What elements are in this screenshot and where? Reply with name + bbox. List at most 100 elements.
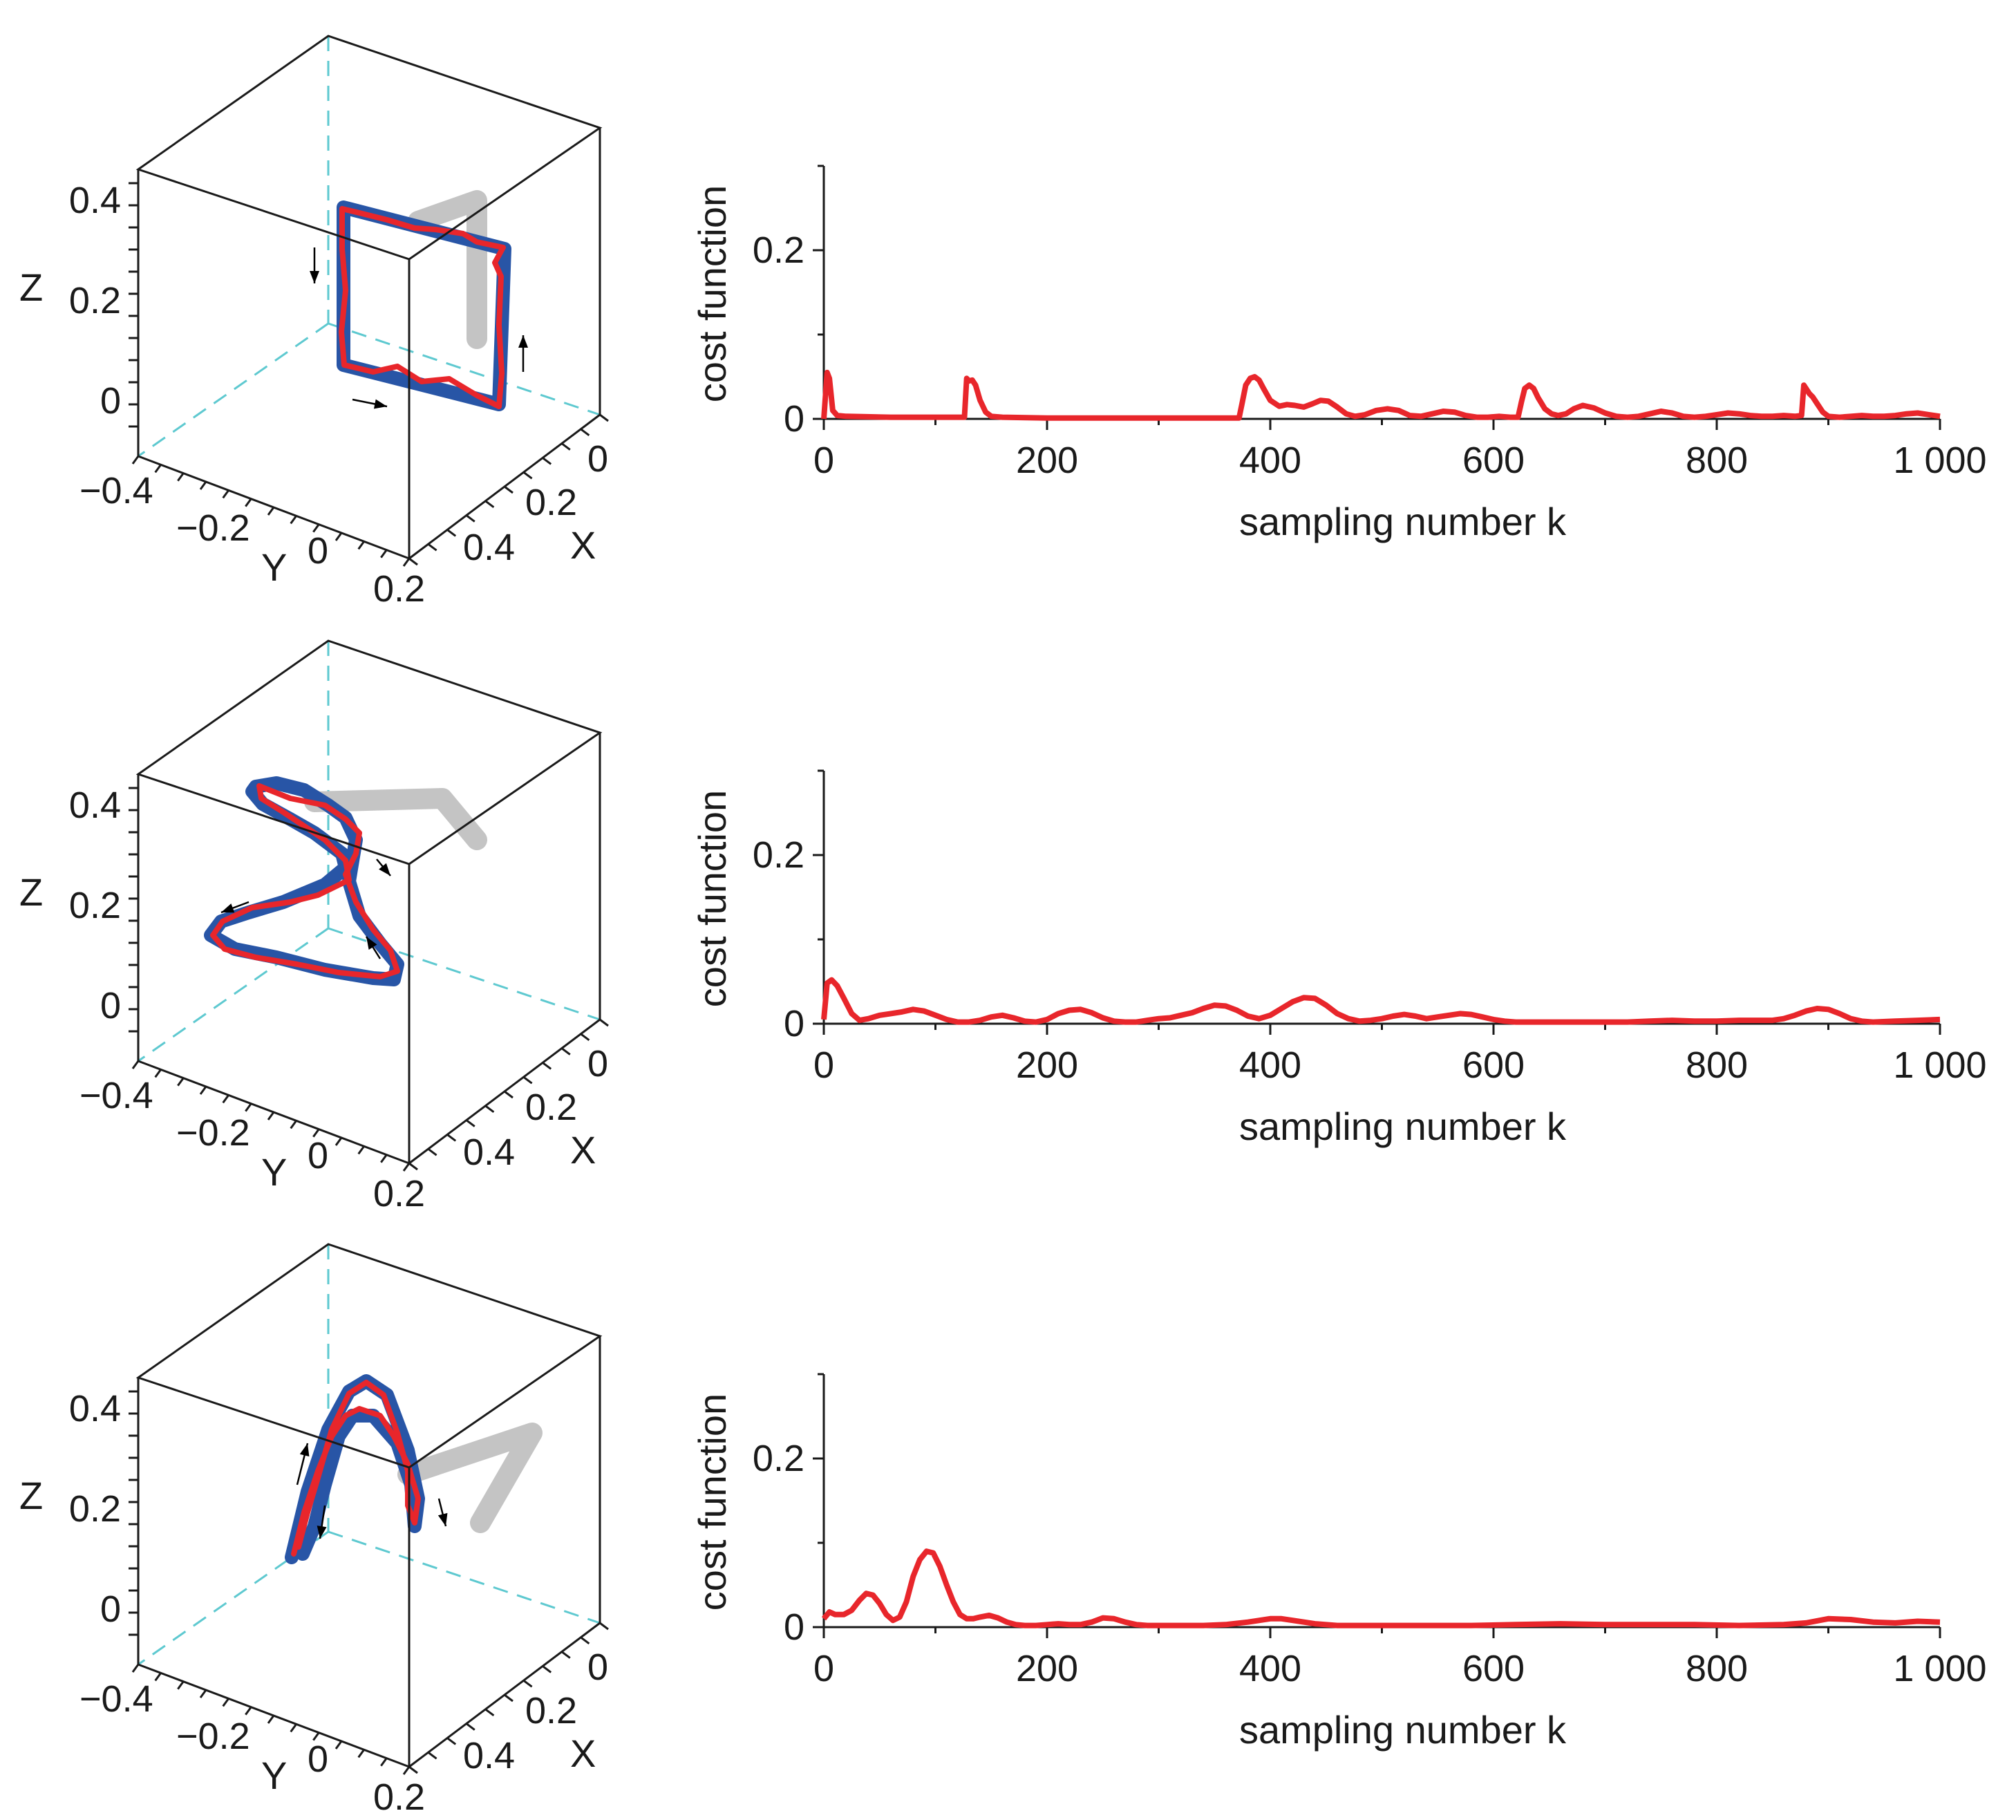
panel-2-x-minor-tick (522, 1076, 533, 1085)
panel-3-cost-x-tick-label: 600 (1462, 1648, 1525, 1689)
panel-3-x-tick-label: 0 (587, 1647, 608, 1688)
panel-1-cost-x-tick-label: 600 (1462, 440, 1525, 481)
panel-3-x-axis-label: X (570, 1732, 596, 1775)
panel-3-x-minor-tick (465, 1723, 475, 1731)
panel-2-y-minor-tick (131, 1060, 140, 1069)
panel-3-reference-trajectory (285, 1374, 425, 1564)
panel-2-z-axis-label: Z (19, 870, 43, 914)
panel-2-x-axis-label: X (570, 1128, 596, 1172)
panel-2-direction-arrow-3-head (366, 937, 377, 950)
panel-3-cost-chart: 0 200 400 600 800 1 000 0 0.2 sampling number k c… (690, 1373, 1987, 1752)
panel-3-x-minor-tick (504, 1694, 514, 1702)
panel-1-cost-x-tick-label: 1 000 (1893, 440, 1986, 481)
panel-2-x-minor-tick (542, 1062, 552, 1070)
panel-3-y-minor-tick (177, 1680, 185, 1690)
panel-1-x-minor-tick (542, 457, 552, 465)
panel-2-y-tick-label: 0.2 (373, 1173, 425, 1214)
panel-2-x-minor-tick (427, 1147, 437, 1156)
panel-2-x-tick-label: 0 (587, 1043, 608, 1085)
panel-2-z-tick-label: 0.2 (69, 885, 121, 926)
panel-1-cost-chart: 0 200 400 600 800 1 000 0 0.2 sampling number k c… (690, 165, 1987, 543)
panel-3-cost-x-tick-label: 0 (813, 1648, 834, 1689)
panel-3-actual-trajectory (291, 1380, 421, 1557)
panel-1-y-minor-tick (267, 507, 275, 516)
panel-1-x-minor-tick (465, 514, 475, 523)
panel-2-y-minor-tick (222, 1094, 229, 1104)
panel-3-x-minor-tick (542, 1665, 552, 1673)
panel-2-y-minor-tick (267, 1111, 275, 1120)
panel-3-direction-arrow-2-head (317, 1526, 327, 1539)
panel-3-y-minor-tick (267, 1715, 275, 1724)
panel-2-cost-chart: 0 200 400 600 800 1 000 0 0.2 sampling number k c… (690, 769, 1987, 1148)
panel-3-z-axis-label: Z (19, 1474, 43, 1517)
panel-3-cost-x-tick-label: 1 000 (1893, 1648, 1986, 1689)
panel-1-x-minor-tick (599, 413, 609, 422)
panel-1-y-axis-label: Y (261, 545, 287, 589)
panel-3-z-tick-label: 0.2 (69, 1488, 121, 1530)
panel-1-y-minor-tick (131, 456, 140, 465)
panel-3-cost-y-tick-label: 0.2 (753, 1438, 804, 1479)
panel-1-cube-top-face (135, 35, 603, 261)
panel-3-direction-arrow-1-head (299, 1443, 310, 1457)
panel-1-y-minor-tick (335, 532, 343, 541)
panel-2-y-tick-label: −0.4 (79, 1075, 153, 1116)
panel-3-x-minor-tick (484, 1708, 495, 1717)
panel-1-y-minor-tick (380, 549, 388, 559)
panel-2-cost-x-tick-label: 400 (1239, 1044, 1301, 1086)
panel-2-cost-x-title: sampling number k (1239, 1105, 1567, 1148)
panel-1-x-minor-tick (427, 543, 437, 552)
panel-2-y-minor-tick (290, 1120, 297, 1129)
panel-1-cube-hidden-edge-x (328, 322, 601, 416)
panel-1-cost-y-tick-label: 0.2 (753, 229, 804, 271)
panel-2-cost-y-title: cost function (690, 790, 734, 1007)
panel-1-cost-x-tick-label: 200 (1016, 440, 1078, 481)
panel-3-x-minor-tick (446, 1737, 457, 1745)
panel-2-direction-arrow-2-head (221, 903, 235, 913)
panel-2-x-minor-tick (504, 1090, 514, 1099)
panel-1-cost-x-tick-label: 400 (1239, 440, 1301, 481)
panel-1-x-minor-tick (560, 442, 571, 451)
panel-3-y-axis-label: Y (261, 1754, 287, 1797)
panel-1-x-tick-label: 0.2 (525, 482, 577, 523)
panel-1-direction-arrow-3-head (373, 399, 387, 409)
panel-2-x-minor-tick (580, 1033, 590, 1042)
panel-1-cost-y-title: cost function (690, 185, 734, 402)
panel-2-y-tick-label: 0 (308, 1135, 328, 1176)
panel-3-z-tick-label: 0 (100, 1588, 121, 1630)
panel-3-y-tick-label: −0.2 (176, 1716, 250, 1757)
panel-1-y-minor-tick (290, 515, 297, 525)
panel-3-y-minor-tick (312, 1732, 320, 1741)
panel-3-y-minor-tick (335, 1741, 343, 1749)
panel-2-z-tick-label: 0.4 (69, 785, 121, 826)
panel-3-robot-arm (397, 1423, 543, 1533)
panel-2-cube-hidden-edge-x (328, 927, 601, 1021)
panel-2-x-minor-tick (484, 1105, 495, 1114)
panel-1-y-tick-label: 0 (308, 530, 328, 572)
panel-2-cost-x-tick-label: 800 (1686, 1044, 1748, 1086)
panel-3-y-minor-tick (290, 1723, 297, 1733)
panel-2-y-tick-label: −0.2 (176, 1112, 250, 1154)
panel-3-cost-x-tick-label: 800 (1686, 1648, 1748, 1689)
panel-2-y-axis-label: Y (261, 1150, 287, 1194)
panel-1-z-tick-label: 0 (100, 380, 121, 422)
panel-2-y-minor-tick (177, 1077, 185, 1087)
panel-2-cost-x-tick-label: 600 (1462, 1044, 1525, 1086)
panel-1-cost-x-tick-label: 800 (1686, 440, 1748, 481)
panel-3-y-minor-tick (154, 1672, 162, 1682)
panel-2-cost-x-tick-label: 200 (1016, 1044, 1078, 1086)
panel-1-x-minor-tick (580, 428, 590, 436)
panel-3-y-tick-label: −0.4 (79, 1678, 153, 1720)
panel-3-x-minor-tick (522, 1679, 533, 1688)
panel-3-x-tick-label: 0.2 (525, 1690, 577, 1732)
panel-2-cube-hidden-edge-y (138, 927, 329, 1062)
panel-1-x-minor-tick (446, 529, 457, 537)
panel-3-cost-x-title: sampling number k (1239, 1708, 1567, 1752)
panel-2-x-tick-label: 0.2 (525, 1087, 577, 1128)
panel-1-x-minor-tick (408, 557, 418, 566)
panel-1-y-minor-tick (222, 489, 229, 499)
panel-1-cube-hidden-edge-y (138, 322, 329, 458)
panel-3-z-tick-label: 0.4 (69, 1388, 121, 1429)
